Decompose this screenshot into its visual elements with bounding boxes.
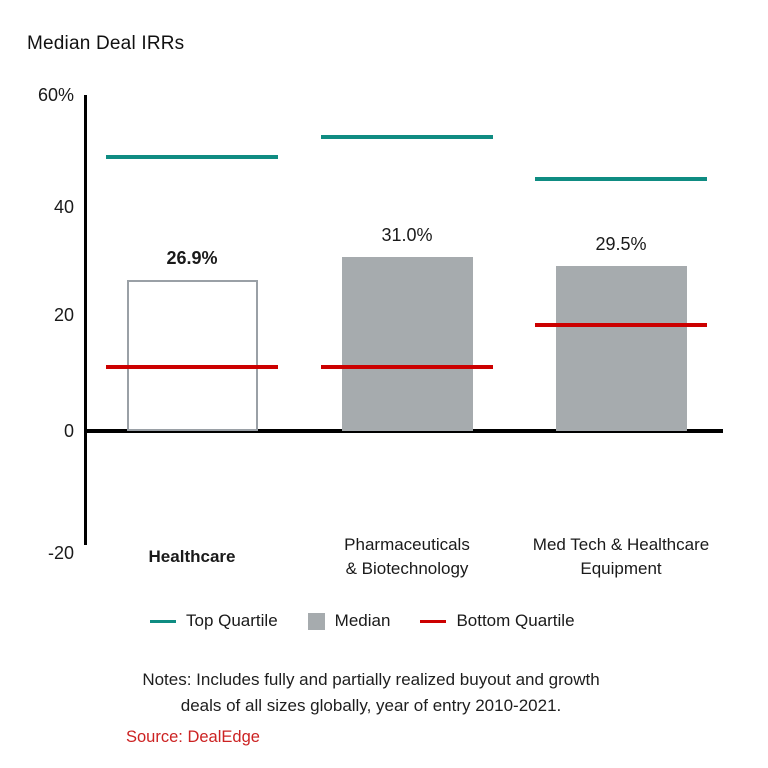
- y-tick-label: 60%: [37, 85, 74, 105]
- x-axis-line: [84, 429, 723, 433]
- y-tick-label: -20: [47, 543, 74, 563]
- legend-item: Bottom Quartile: [420, 611, 575, 631]
- category-label-line: & Biotechnology: [345, 559, 469, 578]
- notes-text: Notes: Includes fully and partially real…: [85, 667, 657, 719]
- top-quartile-line: [535, 177, 707, 181]
- median-value-label: 26.9%: [166, 248, 218, 268]
- y-tick-label: 0: [63, 421, 74, 441]
- bottom-quartile-line: [535, 323, 707, 327]
- median-value-label: 29.5%: [595, 234, 647, 254]
- chart-title: Median Deal IRRs: [27, 33, 185, 54]
- category-label: Med Tech & Healthcare Equipment: [506, 531, 736, 583]
- legend-label: Bottom Quartile: [456, 611, 575, 630]
- category-label-line: Healthcare: [148, 547, 236, 566]
- legend-label: Top Quartile: [186, 611, 278, 630]
- median-bar: [126, 280, 258, 431]
- category-label-line: Pharmaceuticals: [344, 535, 470, 554]
- legend-item: Top Quartile: [150, 611, 278, 631]
- source-text: Source: DealEdge: [126, 728, 260, 746]
- top-quartile-line: [106, 155, 278, 159]
- category-label: Pharmaceuticals & Biotechnology: [292, 531, 522, 583]
- category-label-line: Med Tech & Healthcare: [532, 535, 710, 554]
- median-bar: [555, 266, 687, 431]
- y-axis-line: [84, 95, 87, 545]
- legend-label: Median: [334, 611, 391, 630]
- category-label-line: Equipment: [580, 559, 662, 578]
- bottom-quartile-line: [321, 365, 493, 369]
- legend-item: Median: [307, 611, 391, 631]
- notes-line-2: deals of all sizes globally, year of ent…: [180, 696, 562, 715]
- legend-line-marker-icon: [150, 619, 176, 623]
- legend-line-marker-icon: [420, 619, 447, 623]
- y-tick-label: 40: [53, 197, 74, 217]
- notes-line-1: Notes: Includes fully and partially real…: [142, 670, 600, 689]
- legend: Top Quartile Median Bottom Quartile: [150, 606, 575, 636]
- y-tick-label: 20: [53, 305, 74, 325]
- median-value-label: 31.0%: [381, 225, 433, 245]
- top-quartile-line: [321, 135, 493, 139]
- category-label: Healthcare: [77, 531, 307, 583]
- bottom-quartile-line: [106, 365, 278, 369]
- legend-square-marker-icon: [307, 612, 325, 630]
- median-bar: [341, 257, 473, 431]
